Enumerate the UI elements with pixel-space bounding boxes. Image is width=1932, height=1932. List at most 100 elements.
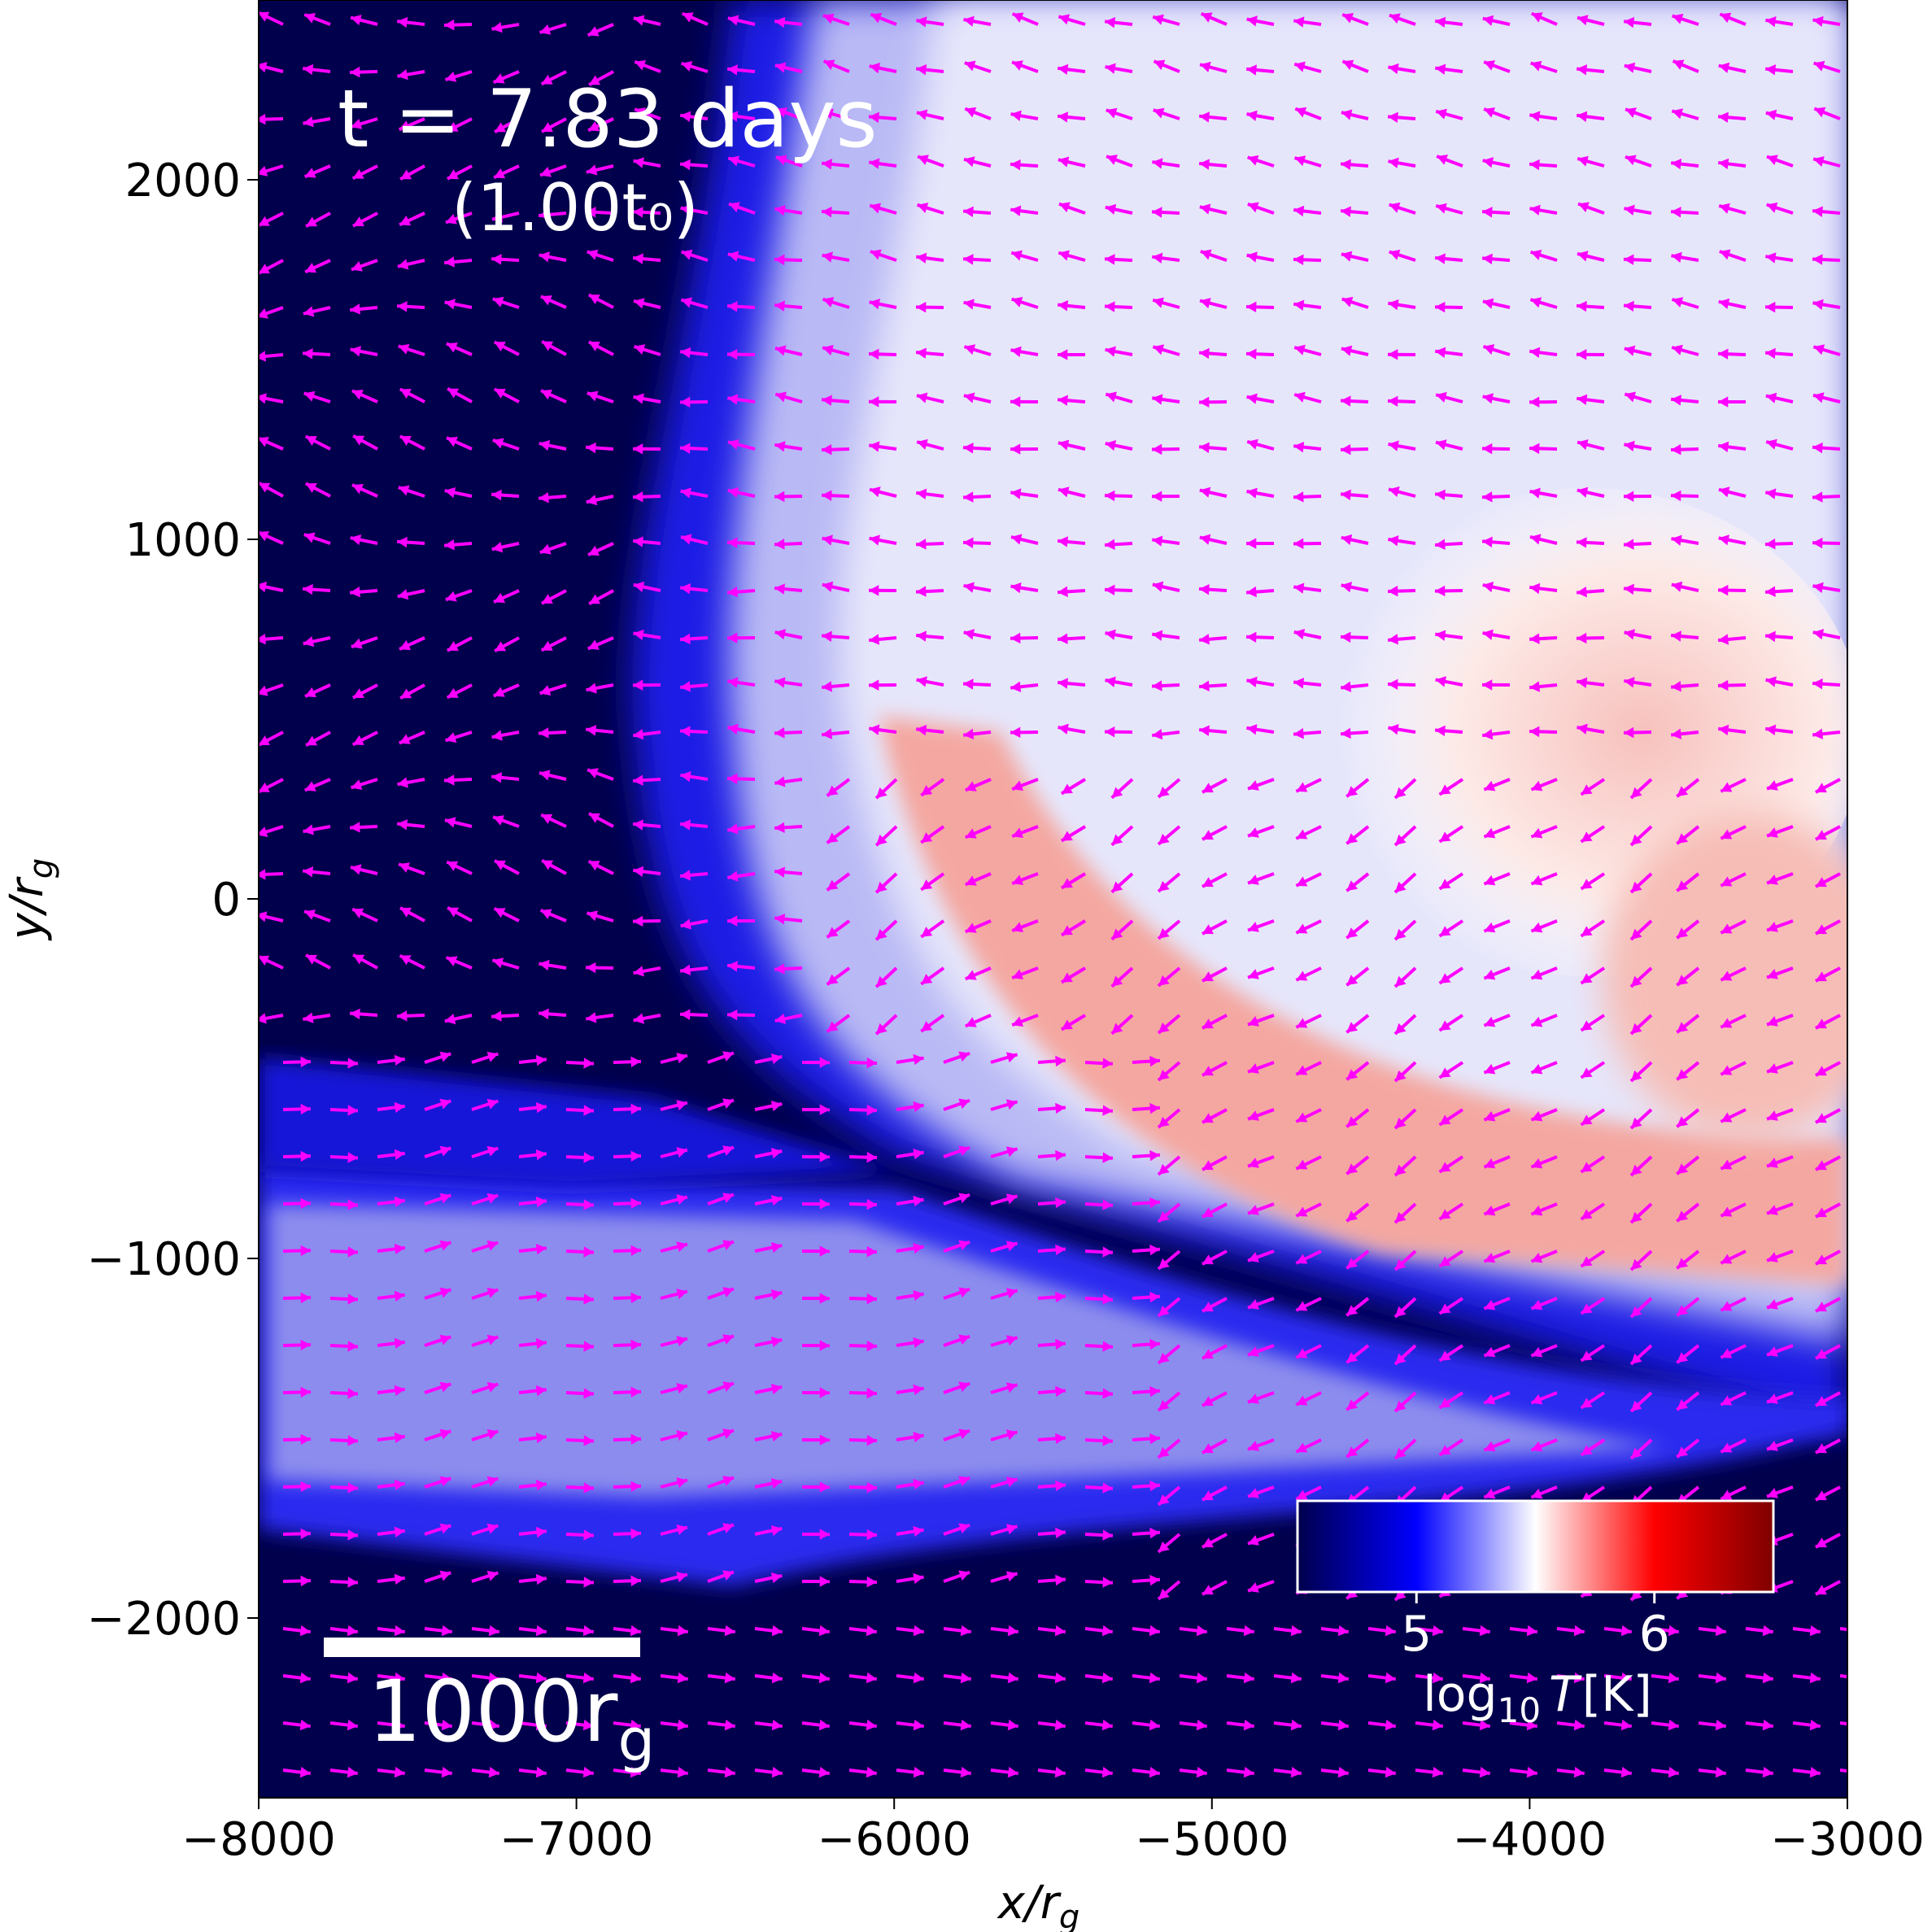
velocity-arrow-head xyxy=(774,963,785,975)
velocity-arrow-head xyxy=(630,1625,641,1637)
velocity-arrow-head xyxy=(1341,631,1351,643)
velocity-arrow-head xyxy=(1012,60,1023,71)
velocity-arrow-head xyxy=(1815,1349,1827,1359)
velocity-arrow-head xyxy=(677,1719,688,1731)
velocity-arrow-head xyxy=(1677,1305,1689,1316)
velocity-arrow-head xyxy=(1005,1052,1018,1063)
velocity-arrow-head xyxy=(1531,1063,1543,1075)
velocity-arrow-head xyxy=(958,1428,970,1440)
y-tick-label: 2000 xyxy=(124,155,241,207)
velocity-arrow-head xyxy=(1102,1388,1113,1399)
velocity-arrow-head xyxy=(958,1381,970,1393)
velocity-arrow-head xyxy=(866,1151,877,1163)
velocity-arrow-head xyxy=(535,1149,547,1161)
velocity-arrow-head xyxy=(822,490,832,501)
velocity-arrow-head xyxy=(1765,64,1777,76)
velocity-arrow-head xyxy=(583,1246,594,1258)
velocity-arrow-head xyxy=(1720,1254,1733,1264)
velocity-arrow-head xyxy=(1624,254,1634,265)
velocity-arrow-head xyxy=(1012,922,1024,933)
velocity-arrow-head xyxy=(1630,1353,1642,1365)
velocity-arrow-head xyxy=(1720,1395,1733,1406)
velocity-arrow-head xyxy=(1055,1149,1066,1162)
velocity-arrow-head xyxy=(680,159,691,171)
velocity-arrow-head xyxy=(299,1719,311,1731)
velocity-arrow-head xyxy=(394,1196,405,1208)
velocity-arrow-head xyxy=(1432,1719,1443,1731)
velocity-arrow-head xyxy=(727,773,738,785)
velocity-arrow-head xyxy=(1531,1346,1543,1358)
velocity-arrow-head xyxy=(300,1433,311,1446)
velocity-arrow-head xyxy=(1247,202,1259,213)
velocity-arrow-head xyxy=(397,589,409,600)
velocity-arrow-head xyxy=(1342,59,1354,71)
velocity-arrow-head xyxy=(1196,1672,1207,1684)
velocity-arrow-head xyxy=(913,1101,924,1113)
velocity-arrow-head xyxy=(493,815,504,826)
velocity-arrow-head xyxy=(535,1766,547,1778)
velocity-arrow-head xyxy=(303,348,313,360)
y-tick-label: 1000 xyxy=(124,514,241,567)
velocity-arrow-head xyxy=(633,966,644,977)
velocity-arrow-head xyxy=(1105,584,1115,595)
velocity-arrow-head xyxy=(1531,12,1543,23)
velocity-arrow-head xyxy=(1857,1625,1868,1636)
velocity-arrow-head xyxy=(1341,489,1351,500)
velocity-arrow-head xyxy=(1394,975,1406,988)
velocity-arrow-head xyxy=(347,1435,358,1446)
velocity-arrow-head xyxy=(680,918,691,930)
velocity-arrow-head xyxy=(727,64,739,76)
velocity-arrow-head xyxy=(399,639,412,651)
velocity-arrow-head xyxy=(722,1240,734,1250)
velocity-arrow-head xyxy=(819,1529,830,1540)
velocity-arrow-head xyxy=(588,121,600,132)
velocity-arrow-head xyxy=(1677,1022,1689,1033)
velocity-arrow-head xyxy=(491,1010,502,1022)
velocity-arrow-head xyxy=(1668,1766,1679,1778)
velocity-arrow-head xyxy=(1152,581,1164,592)
velocity-arrow-head xyxy=(728,155,740,167)
velocity-arrow-head xyxy=(350,303,360,315)
velocity-arrow-head xyxy=(866,1198,877,1210)
velocity-arrow-head xyxy=(1581,1020,1593,1031)
velocity-arrow-head xyxy=(1200,61,1211,72)
velocity-arrow-head xyxy=(1439,879,1451,889)
velocity-arrow-head xyxy=(921,1021,933,1031)
velocity-arrow-head xyxy=(958,1145,970,1157)
velocity-arrow-head xyxy=(1720,1206,1733,1217)
velocity-arrow-head xyxy=(586,207,596,218)
velocity-arrow-head xyxy=(1482,582,1494,593)
velocity-arrow-head xyxy=(963,582,975,593)
velocity-arrow-head xyxy=(1058,486,1070,498)
velocity-arrow-head xyxy=(680,1009,691,1020)
velocity-arrow-head xyxy=(727,1009,738,1021)
velocity-arrow-head xyxy=(676,1336,687,1347)
velocity-arrow-head xyxy=(1767,1016,1778,1027)
velocity-arrow-head xyxy=(727,677,739,688)
velocity-arrow-head xyxy=(630,1433,641,1446)
velocity-arrow-head xyxy=(300,1197,311,1210)
velocity-arrow-head xyxy=(347,1152,358,1163)
velocity-arrow-head xyxy=(1484,60,1496,71)
velocity-arrow-head xyxy=(1010,346,1022,357)
velocity-arrow-head xyxy=(1439,1303,1451,1314)
velocity-arrow-head xyxy=(1394,1117,1406,1129)
velocity-arrow-head xyxy=(1201,12,1213,23)
velocity-arrow-head xyxy=(1296,1065,1308,1075)
velocity-arrow-head xyxy=(1624,204,1635,216)
velocity-arrow-head xyxy=(351,779,363,790)
velocity-arrow-head xyxy=(1479,1672,1490,1684)
velocity-arrow-head xyxy=(347,1246,358,1258)
velocity-arrow-head xyxy=(1394,787,1406,799)
velocity-arrow-head xyxy=(1007,1672,1018,1684)
velocity-arrow-head xyxy=(1762,1719,1773,1731)
velocity-arrow-head xyxy=(958,1240,970,1251)
velocity-arrow-head xyxy=(1718,348,1729,360)
velocity-arrow-head xyxy=(1388,349,1398,360)
velocity-arrow-head xyxy=(633,298,645,309)
velocity-arrow-head xyxy=(350,66,360,78)
velocity-arrow-head xyxy=(1531,1488,1543,1499)
velocity-arrow-head xyxy=(770,1430,783,1442)
velocity-arrow-head xyxy=(1149,1433,1160,1445)
velocity-arrow-head xyxy=(1484,1110,1496,1122)
